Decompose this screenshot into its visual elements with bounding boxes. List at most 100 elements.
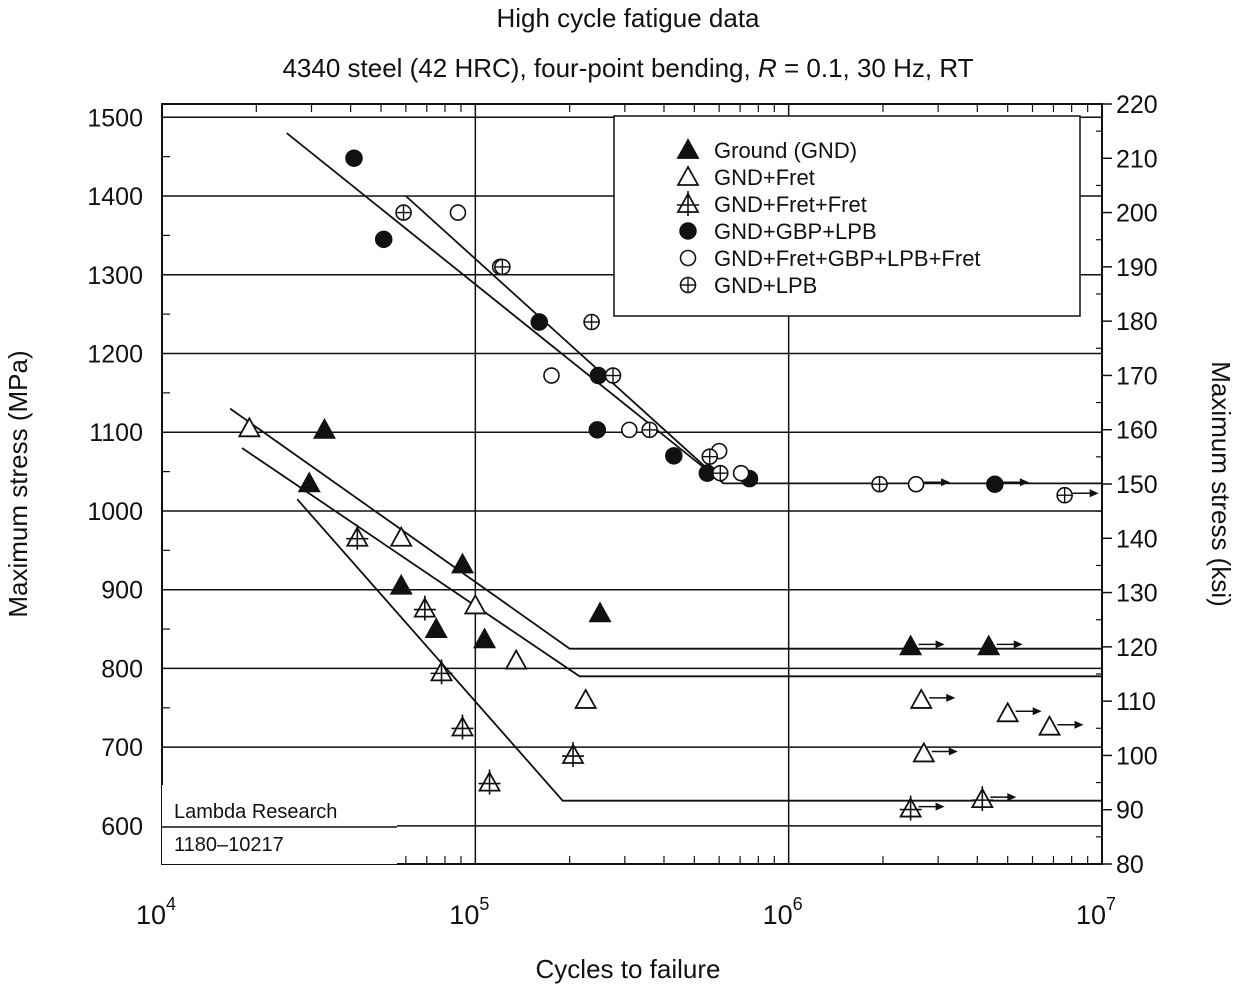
data-point [450,714,475,740]
series-open-triangle [237,416,1084,763]
y-tick-label-right: 190 [1116,254,1158,282]
y-tick-label-right: 140 [1116,525,1158,553]
data-point [641,421,658,439]
data-point [589,366,608,385]
fit-line [296,498,1102,802]
y-tick-label-left: 1500 [87,104,143,132]
runout-arrow [924,478,951,487]
data-point [374,230,393,249]
fit-lines [229,132,1102,802]
data-point [504,648,528,670]
annotation-frame [162,785,397,864]
y-tick-label-right: 80 [1116,851,1144,879]
data-point [395,204,412,221]
data-point [312,418,336,439]
legend-marker [676,165,700,186]
data-point [574,688,598,709]
runout-arrow [1002,478,1029,487]
y-tick-label-right: 200 [1116,200,1158,228]
y-tick-label-left: 1200 [87,341,143,369]
legend-label: GND+Fret+Fret [714,192,867,217]
data-point [588,421,607,439]
series-filled-circle [345,149,1029,493]
y-tick-label-right: 210 [1116,145,1158,173]
data-point [413,595,437,621]
legend-marker [676,138,700,159]
runout-arrow [931,747,958,756]
data-point [588,601,612,623]
y-axis-label-right: Maximum stress (ksi) [1206,361,1236,607]
x-tick-label: 107 [1076,894,1116,930]
data-points [237,149,1099,821]
data-point [429,659,454,685]
y-tick-label-right: 90 [1116,797,1144,825]
y-tick-label-right: 150 [1116,471,1158,499]
runout-arrow [1072,489,1099,498]
data-point [899,634,923,656]
chart-subtitle: 4340 steel (42 HRC), four-point bending,… [282,53,973,83]
runout-arrow [918,802,945,811]
data-point [297,471,321,493]
legend-marker [676,191,700,216]
y-tick-label-right: 170 [1116,362,1158,390]
x-tick-exponent: 6 [793,894,803,914]
legend-marker [679,249,697,267]
y-tick-label-right: 120 [1116,634,1158,662]
x-tick-base: 10 [136,900,166,930]
y-tick-label-right: 110 [1116,688,1156,716]
x-tick-base: 10 [449,900,479,930]
x-tick-exponent: 7 [1106,894,1116,914]
data-point [345,149,363,167]
x-tick-base: 10 [1076,900,1106,930]
data-point [977,634,1001,656]
legend-label: GND+LPB [714,273,817,298]
fit-line [229,407,1102,650]
y-axis-label-left: Maximum stress (MPa) [3,350,33,617]
subtitle-part-2: R [758,53,777,83]
y-tick-label-left: 1000 [87,498,143,526]
annotation-line-2: 1180–10217 [174,834,284,856]
annotation-box: Lambda Research 1180–10217 [162,785,397,864]
data-point [543,367,560,384]
x-tick-exponent: 5 [479,894,489,914]
data-point [665,447,683,465]
data-point [620,421,638,439]
data-point [970,786,994,812]
data-point [996,701,1020,723]
data-point [912,741,936,763]
y-tick-label-right: 100 [1116,742,1158,770]
series-circle-plus [395,204,1099,504]
data-point [909,688,933,709]
data-point [871,475,888,493]
data-point [732,464,750,482]
series-crossed-triangle [345,524,1017,821]
y-tick-label-left: 800 [101,655,143,683]
y-tick-label-left: 900 [101,577,143,605]
data-point [701,448,719,465]
data-point [1037,714,1062,736]
y-tick-label-left: 700 [101,734,143,762]
y-tick-label-left: 600 [101,813,143,841]
subtitle-part-3: = 0.1, 30 Hz, RT [777,53,974,83]
data-point [711,464,729,482]
data-point [907,475,925,493]
data-point [494,258,511,276]
data-point [345,524,369,550]
subtitle-part-1: 4340 steel (42 HRC), four-point bending, [282,53,758,83]
legend-marker [679,222,697,240]
fit-line [241,447,1102,678]
runout-arrow [1015,707,1042,716]
data-point [478,769,502,795]
series-filled-triangle [297,418,1023,656]
data-point [899,795,923,821]
legend-label: Ground (GND) [714,138,857,163]
data-point [1056,486,1073,504]
y-tick-label-right: 130 [1116,580,1158,608]
y-tick-label-right: 220 [1116,91,1158,119]
runout-arrow [990,793,1017,802]
runout-arrow [996,640,1023,649]
x-axis-label: Cycles to failure [536,954,721,984]
y-tick-label-right: 160 [1116,417,1158,445]
runout-arrow [918,640,945,649]
